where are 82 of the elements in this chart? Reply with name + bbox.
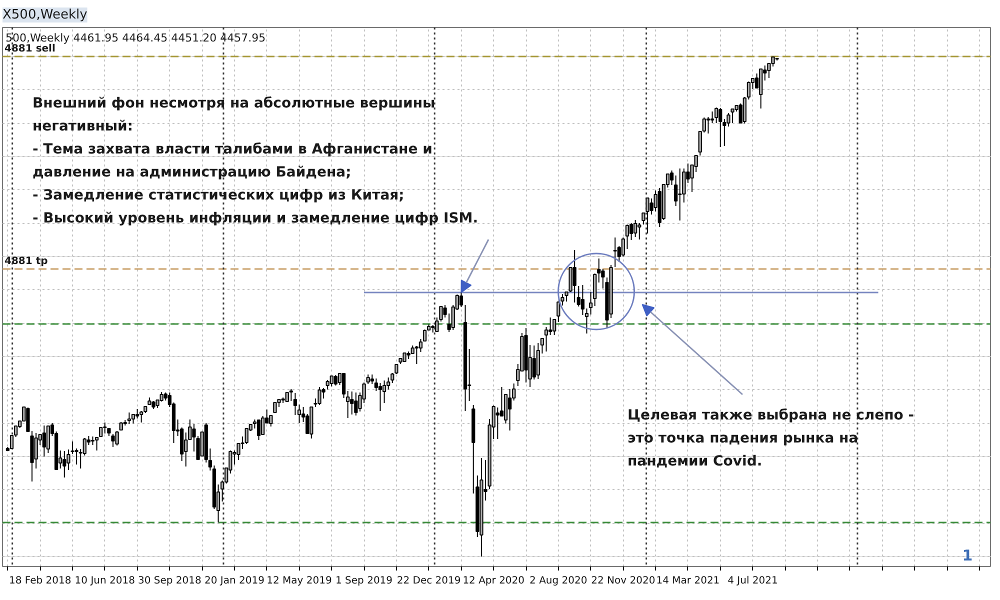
candlestick — [496, 407, 500, 440]
candlestick — [714, 107, 718, 124]
candlestick — [670, 170, 674, 186]
candlestick — [613, 237, 617, 268]
candlestick — [334, 374, 338, 386]
x-tick-label: 1 Sep 2019 — [336, 576, 393, 586]
candlestick — [111, 434, 115, 448]
candlestick — [564, 291, 568, 302]
candlestick — [326, 380, 330, 390]
candlestick — [560, 294, 564, 306]
candlestick — [771, 56, 775, 67]
chart-subtitle: 500,Weekly 4461.95 4464.45 4451.20 4457.95 — [6, 32, 266, 44]
x-tick-label: 4 Jul 2021 — [728, 576, 778, 586]
candlestick — [552, 319, 556, 336]
candlestick — [544, 326, 548, 352]
candlestick — [74, 448, 78, 465]
candlestick — [634, 220, 638, 238]
candlestick — [131, 414, 136, 424]
candlestick — [718, 108, 722, 148]
candlestick — [42, 425, 46, 457]
ref-line-label: 4881 sell — [4, 44, 56, 54]
candlestick — [342, 372, 346, 398]
candlestick — [273, 402, 277, 413]
x-tick-label: 12 Apr 2020 — [462, 576, 525, 586]
candlestick — [532, 345, 536, 380]
candlestick — [382, 380, 386, 404]
candlestick — [674, 175, 678, 206]
annotation: 1 — [962, 546, 973, 564]
candlestick — [678, 168, 682, 221]
candlestick — [115, 430, 119, 446]
candlestick — [378, 382, 382, 412]
candlestick — [642, 212, 646, 225]
x-tick-label: 22 Dec 2019 — [396, 576, 461, 586]
candlestick — [500, 386, 504, 417]
candlestick — [706, 116, 710, 134]
candlestick — [414, 346, 418, 364]
candlestick — [34, 432, 38, 469]
candlestick — [508, 388, 512, 431]
candlestick — [350, 391, 354, 415]
x-tick-label: 2 Aug 2020 — [530, 576, 588, 586]
candlestick — [366, 374, 370, 384]
candlestick — [418, 338, 423, 352]
candlestick — [459, 292, 464, 308]
candlestick — [318, 386, 322, 406]
ref-line-label: 4881 tp — [4, 256, 48, 267]
candlestick — [422, 329, 427, 342]
candlestick — [260, 416, 265, 436]
candlestick — [394, 364, 398, 374]
candlestick — [160, 392, 164, 402]
candlestick — [346, 390, 350, 418]
x-tick-label: 14 Mar 2021 — [656, 576, 720, 586]
candlestick — [730, 108, 734, 124]
candlestick — [46, 426, 50, 454]
candlestick — [256, 419, 261, 440]
candlestick — [103, 422, 107, 434]
candlestick — [244, 428, 248, 444]
chart-title: X500,Weekly — [2, 8, 88, 22]
x-tick-label: 12 May 2019 — [266, 576, 332, 586]
candlestick — [354, 392, 358, 416]
candlestick — [439, 306, 443, 322]
annotation: Внешний фон несмотря на абсолютные вершины негативный: - Тема захвата власти талибами в Афганистане и давление на администрацию Байдена; - Замедление статистических цифр из Китая; - Высокий уровень инфляции и замедление цифр ISM. — [32, 96, 478, 226]
x-tick-label: 22 Nov 2020 — [591, 576, 656, 586]
candlestick — [82, 438, 86, 456]
candlestick — [646, 197, 650, 234]
candlestick — [94, 436, 99, 451]
candlestick — [127, 412, 131, 424]
candlestick — [710, 111, 714, 124]
x-tick-label: 30 Sep 2018 — [138, 576, 202, 586]
candlestick — [638, 222, 642, 240]
x-tick-label: 20 Jan 2019 — [204, 576, 264, 586]
candlestick — [597, 258, 601, 283]
candlestick — [289, 388, 293, 402]
candlestick — [572, 250, 576, 303]
annotation: Целевая также выбрана не слепо - это точка падения рынка на пандемии Covid. — [628, 408, 914, 470]
candlestick — [629, 222, 634, 240]
x-tick-label: 18 Feb 2018 — [8, 576, 72, 586]
candlestick — [556, 302, 560, 322]
candlestick — [330, 375, 334, 387]
x-tick-label: 10 Jun 2018 — [74, 576, 135, 586]
candlestick — [135, 408, 140, 419]
candlestick — [62, 450, 66, 478]
candlestick — [548, 317, 552, 336]
